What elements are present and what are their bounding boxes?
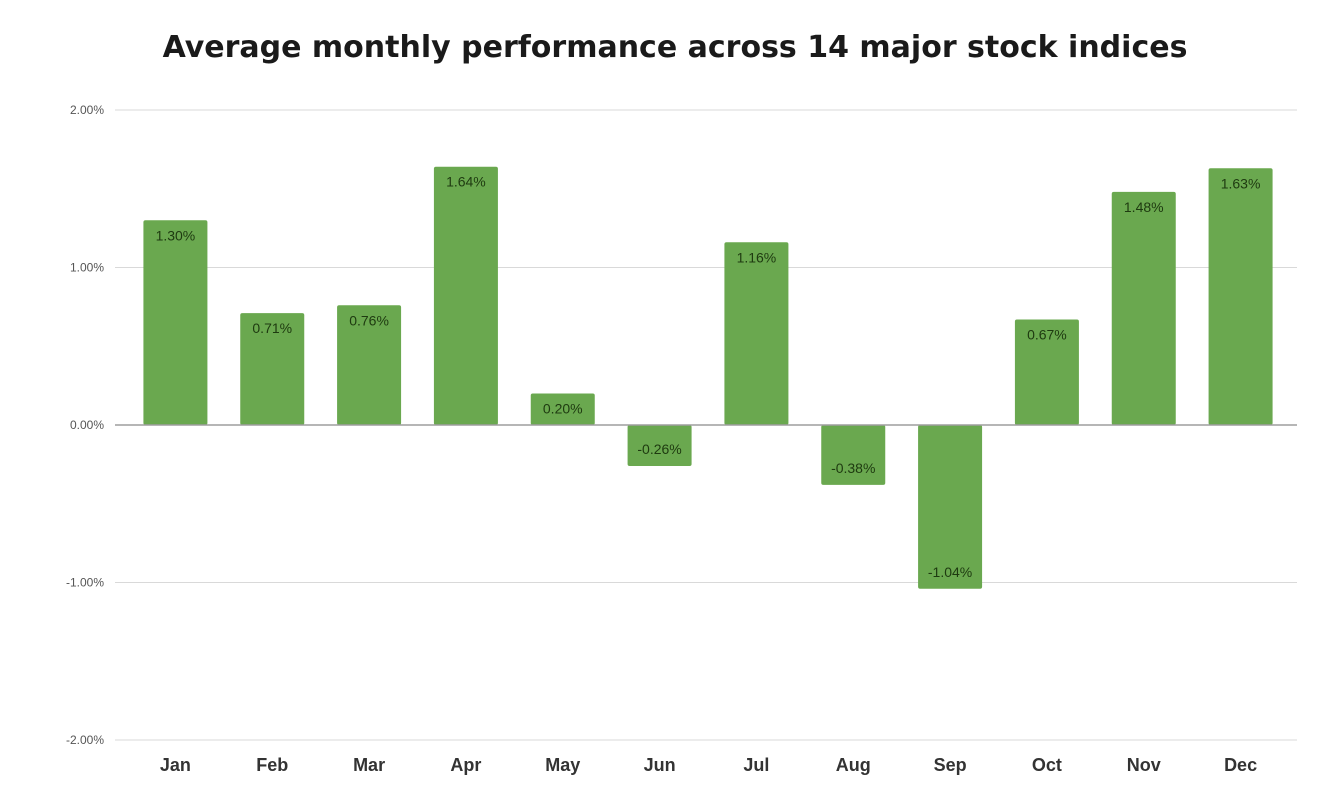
data-label: 0.76% [349,312,389,328]
x-tick-label: Jun [644,755,676,775]
data-label: -0.26% [637,441,681,457]
x-tick-label: May [545,755,580,775]
bar-dec [1208,168,1273,425]
x-tick-label: Apr [450,755,481,775]
bar-jan [143,220,208,425]
bar-sep [918,425,983,589]
data-label: 0.20% [543,401,583,417]
y-tick-label: 2.00% [70,103,104,117]
bar-jun [627,425,692,466]
bar-nov [1111,191,1176,425]
data-label: 1.30% [156,227,196,243]
data-label: 1.63% [1221,175,1261,191]
bar-mar [337,305,402,425]
x-tick-label: Sep [934,755,967,775]
x-tick-label: Nov [1127,755,1161,775]
data-labels: 1.30% 0.71% 0.76% 1.64% 0.20% -0.26% 1.16% -0.3… [156,174,1261,580]
bar-feb [240,313,305,425]
data-label: 1.16% [737,249,777,265]
data-label: -1.04% [928,564,972,580]
x-tick-label: Aug [836,755,871,775]
y-tick-label: -1.00% [66,576,104,590]
x-tick-label: Oct [1032,755,1062,775]
data-label: 1.48% [1124,199,1164,215]
bars [143,166,1273,589]
x-tick-label: Jan [160,755,191,775]
data-label: 0.71% [252,320,292,336]
data-label: -0.38% [831,460,875,476]
x-tick-label: Mar [353,755,385,775]
y-tick-label: 1.00% [70,261,104,275]
x-tick-label: Dec [1224,755,1257,775]
bar-aug [821,425,886,485]
bar-jul [724,242,789,425]
x-tick-label: Feb [256,755,288,775]
bar-may [530,393,595,425]
data-label: 0.67% [1027,326,1067,342]
y-tick-label: -2.00% [66,733,104,747]
bar-oct [1014,319,1079,425]
y-axis-tick-labels: 2.00% 1.00% 0.00% -1.00% -2.00% [66,103,104,747]
bar-apr [433,166,498,425]
chart-title: Average monthly performance across 14 ma… [162,30,1188,65]
y-tick-label: 0.00% [70,418,104,432]
x-axis-tick-labels: Jan Feb Mar Apr May Jun Jul Aug Sep Oct Nov Dec [160,755,1257,775]
x-tick-label: Jul [743,755,769,775]
data-label: 1.64% [446,174,486,190]
